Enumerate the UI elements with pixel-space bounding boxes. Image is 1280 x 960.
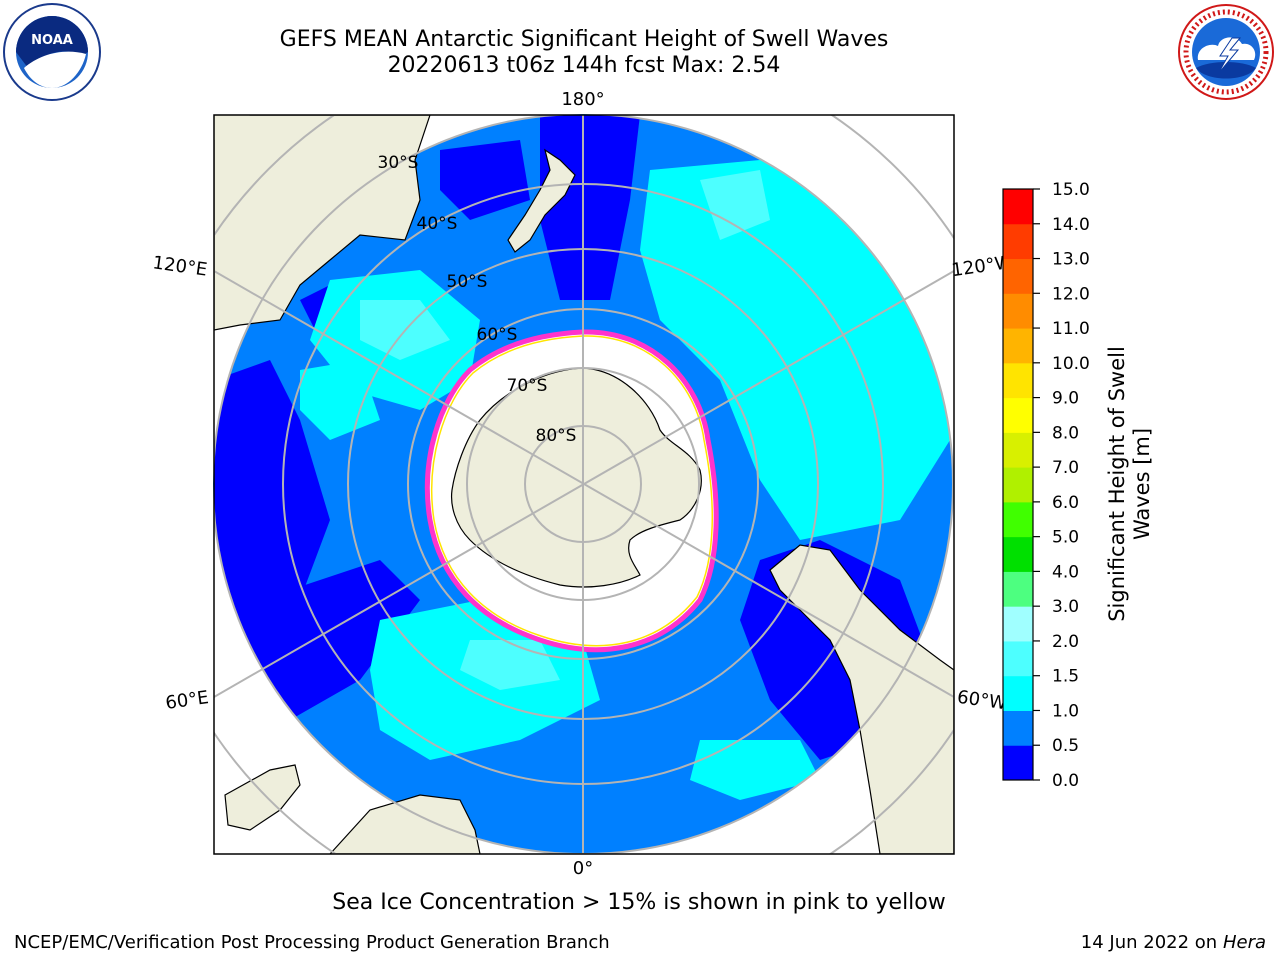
colorbar-segment [1003,536,1033,572]
nws-logo-icon [1178,4,1274,100]
madagascar-land [224,764,301,831]
africa-land [329,794,481,854]
chart-title: GEFS MEAN Antarctic Significant Height o… [279,27,889,52]
colorbar-tick-label: 10.0 [1052,354,1090,374]
lat-label-60s: 60°S [477,325,518,345]
lon-label-60e: 60°E [164,687,210,714]
colorbar-tick-label: 6.0 [1052,493,1079,513]
sea-ice-caption: Sea Ice Concentration > 15% is shown in … [332,890,946,915]
colorbar-segment [1003,467,1033,503]
colorbar-tick-label: 11.0 [1052,319,1090,339]
colorbar-segment [1003,397,1033,433]
chart-subtitle: 20220613 t06z 144h fcst Max: 2.54 [387,53,781,78]
colorbar-tick-label: 8.0 [1052,423,1079,443]
colorbar-label: Significant Height of Swell Waves [m] [1105,346,1154,622]
lat-label-70s: 70°S [507,376,548,396]
lon-label-120e: 120°E [151,252,208,280]
colorbar-segment [1003,710,1033,746]
colorbar-tick-label: 15.0 [1052,180,1090,200]
colorbar-segment [1003,189,1033,225]
footer-date: 14 Jun 2022 on Hera [1080,932,1266,953]
colorbar-tick-label: 13.0 [1052,250,1090,270]
colorbar-tick-label: 4.0 [1052,562,1079,582]
lat-label-40s: 40°S [417,214,458,234]
colorbar-segments [1003,189,1033,781]
colorbar-segment [1003,293,1033,329]
colorbar-tick-label: 0.0 [1052,771,1079,791]
colorbar-ticks: 0.0 0.5 1.0 1.5 2.0 3.0 4.0 5.0 6.0 7.0 8.0 9.0 10.0… [1033,180,1090,791]
graticule [214,115,954,854]
lat-label-30s: 30°S [378,153,419,173]
colorbar-tick-label: 14.0 [1052,215,1090,235]
lat-label-80s: 80°S [536,426,577,446]
colorbar-segment [1003,675,1033,711]
antarctica-land [450,367,702,588]
colorbar-tick-label: 7.0 [1052,458,1079,478]
colorbar-segment [1003,571,1033,607]
colorbar-tick-label: 3.0 [1052,597,1079,617]
lon-label-180: 180° [561,89,604,110]
footer-credit: NCEP/EMC/Verification Post Processing Pr… [14,932,610,953]
colorbar-segment [1003,745,1033,781]
south-america-land [769,544,954,854]
colorbar-segment [1003,640,1033,677]
noaa-logo-icon: NOAA [3,3,101,101]
swell-low-region-pacific-north [540,115,640,300]
swell-low-region-east [214,360,330,700]
colorbar-segment [1003,258,1033,294]
colorbar-tick-label: 9.0 [1052,389,1079,409]
colorbar-tick-label: 12.0 [1052,284,1090,304]
map-frame [213,114,955,855]
colorbar-segment [1003,362,1033,399]
lat-label-50s: 50°S [447,272,488,292]
colorbar-tick-label: 1.5 [1052,667,1079,687]
colorbar-tick-label: 5.0 [1052,528,1079,548]
colorbar-tick-label: 1.0 [1052,701,1079,721]
colorbar-tick-label: 0.5 [1052,736,1079,756]
noaa-logo-text: NOAA [31,33,73,48]
colorbar-segment [1003,606,1033,642]
colorbar-segment [1003,501,1033,538]
colorbar-frame [1002,188,1034,781]
lon-label-0: 0° [573,858,593,879]
colorbar-segment [1003,432,1033,468]
colorbar-tick-label: 2.0 [1052,632,1079,652]
colorbar-segment [1003,223,1033,260]
colorbar-segment [1003,328,1033,364]
colorbar: 0.0 0.5 1.0 1.5 2.0 3.0 4.0 5.0 6.0 7.0 8.0 9.0 10.0… [1002,180,1090,791]
